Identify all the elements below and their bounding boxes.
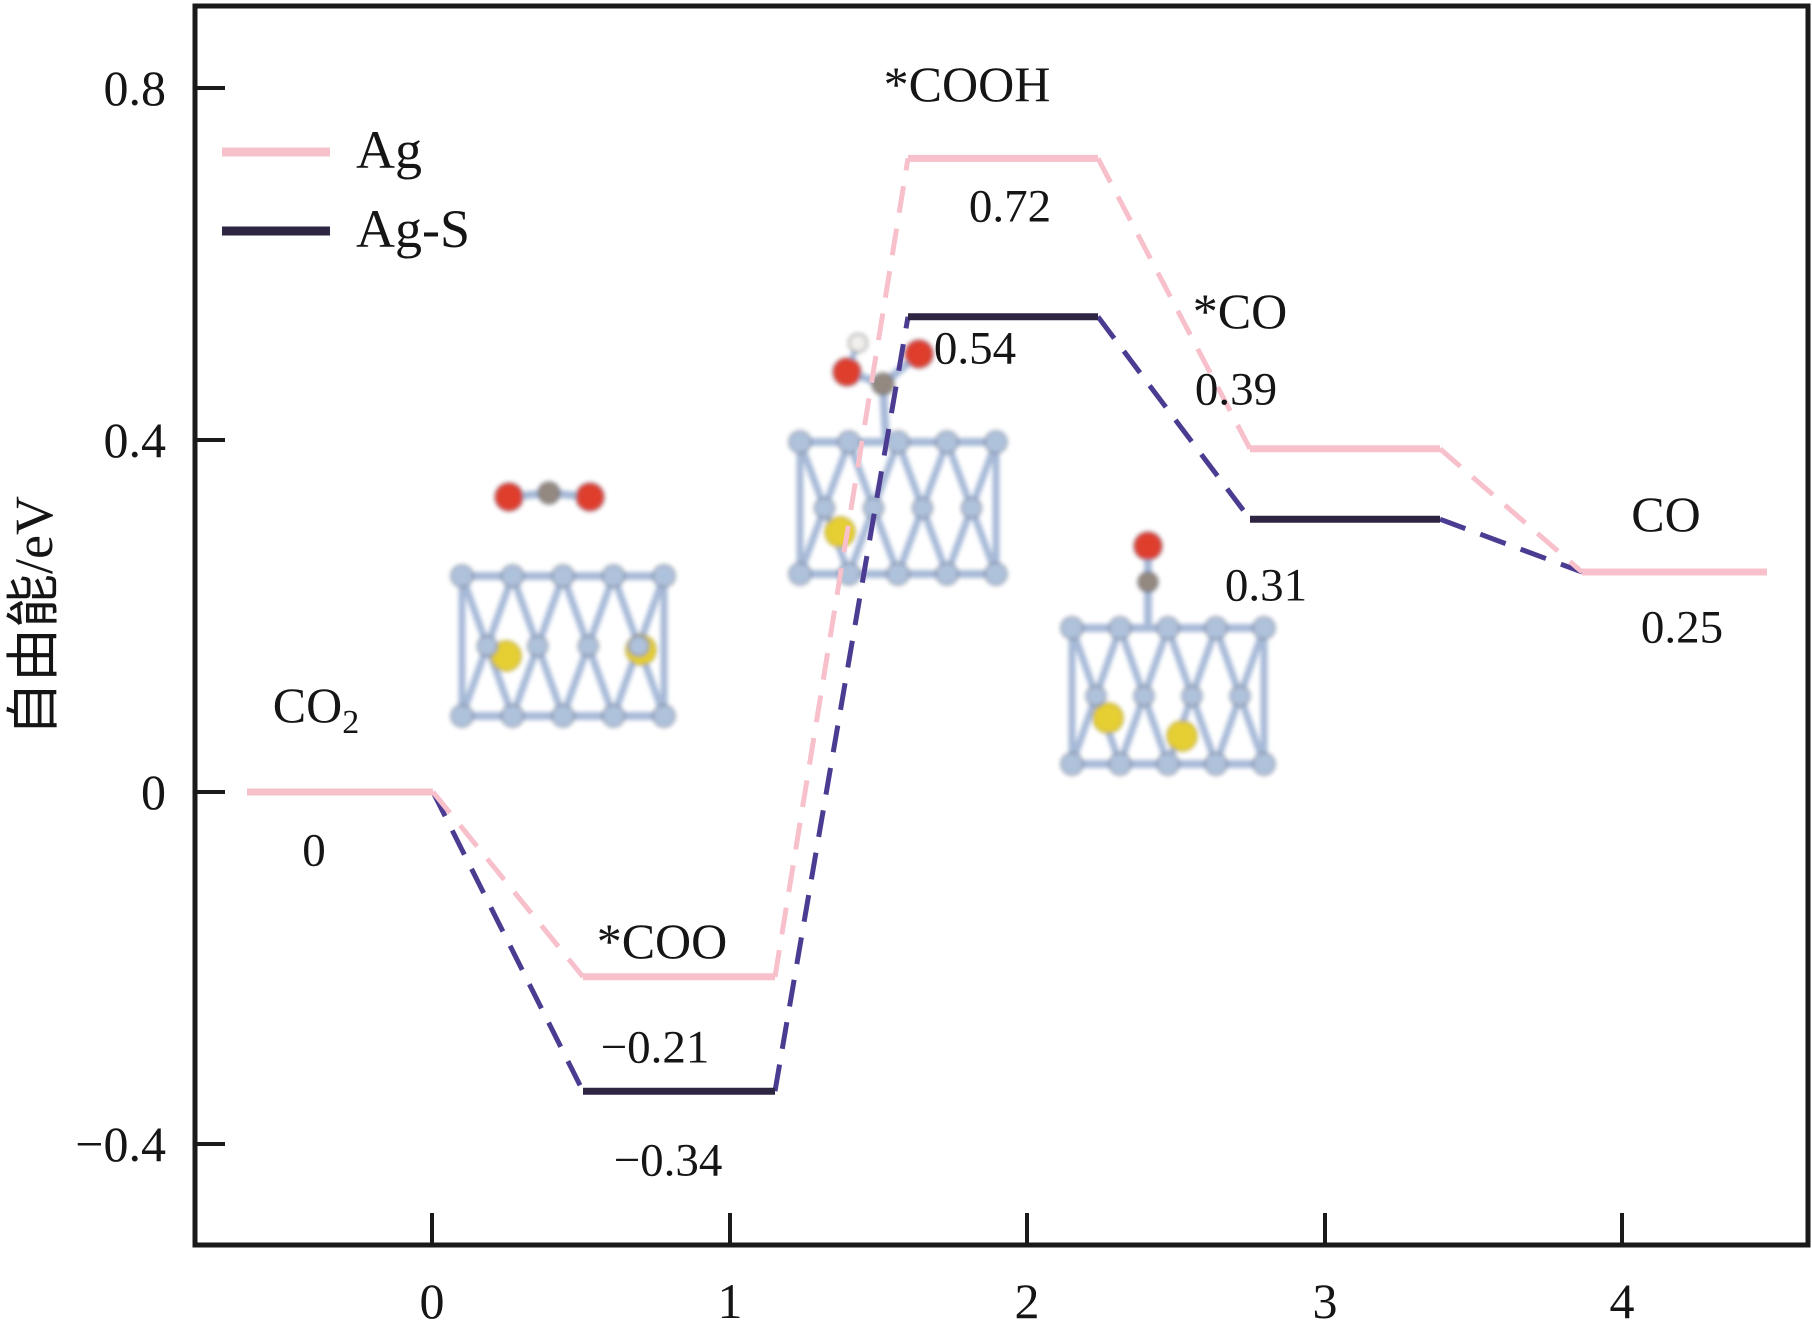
state-label-co-adsorbed: *CO (1192, 283, 1288, 339)
legend-label-ag-s: Ag-S (356, 199, 471, 259)
x-tick-0: 0 (419, 1273, 445, 1329)
x-tick-2: 2 (1014, 1273, 1040, 1329)
value-cooh-ag-s: 0.54 (933, 322, 1017, 375)
y-axis-title: 自由能/eV (4, 496, 64, 736)
cooh-on-slab-structure (787, 332, 1009, 587)
state-label-co2-main: CO (272, 677, 343, 733)
molecule-insets (449, 332, 1277, 777)
connector-Ag-S (1096, 315, 1252, 521)
connector-Ag (431, 790, 585, 979)
co-on-slab-structure (1059, 530, 1277, 777)
connector-Ag-S (772, 316, 911, 1092)
y-tick-0: 0 (141, 764, 166, 820)
value-co: 0.25 (1640, 601, 1724, 654)
y-tick-neg0.4: −0.4 (75, 1116, 166, 1172)
connector-Ag-S (430, 790, 586, 1093)
state-label-coo: *COO (596, 913, 728, 969)
state-label-cooh: *COOH (883, 56, 1051, 112)
connector-Ag (1095, 157, 1253, 450)
value-coo-ag: −0.21 (600, 1021, 710, 1074)
plot-border (192, 3, 1811, 1248)
legend-label-ag: Ag (356, 120, 422, 180)
state-label-co: CO (1631, 486, 1701, 542)
x-tick-4: 4 (1609, 1273, 1635, 1329)
value-cooh-ag: 0.72 (968, 180, 1052, 233)
y-tick-0.8: 0.8 (103, 60, 167, 116)
connector-Ag (772, 157, 911, 978)
value-coo-ag-s: −0.34 (613, 1134, 723, 1187)
connector-Ag (1438, 446, 1584, 574)
value-co2: 0 (302, 824, 326, 877)
connector-Ag-S (1439, 516, 1583, 575)
y-tick-0.4: 0.4 (103, 412, 167, 468)
state-label-co2-sub: 2 (342, 704, 360, 741)
x-tick-1: 1 (717, 1273, 743, 1329)
co2-on-slab-structure (449, 480, 677, 729)
state-label-co2: CO2 (273, 680, 359, 740)
x-tick-3: 3 (1312, 1273, 1338, 1329)
value-co-ads-ag-s: 0.31 (1224, 559, 1308, 612)
value-co-ads-ag: 0.39 (1194, 363, 1278, 416)
